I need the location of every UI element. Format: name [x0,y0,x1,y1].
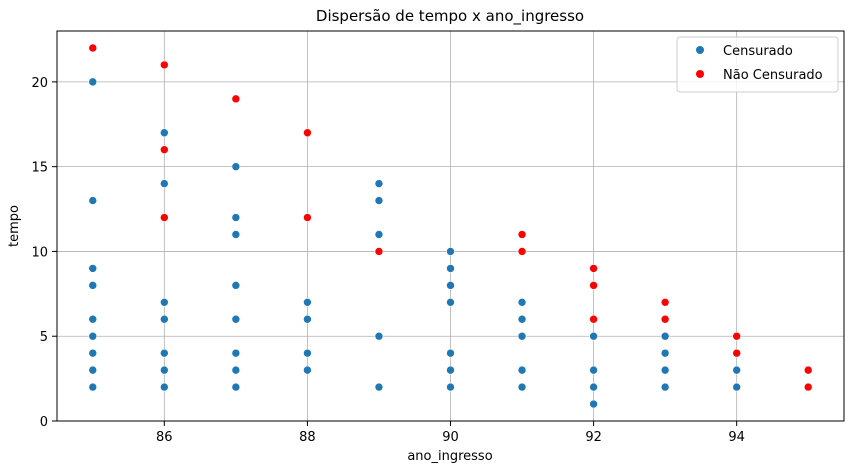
scatter-point [589,264,598,273]
scatter-point [160,145,169,154]
scatter-point [303,128,312,138]
scatter-point [732,382,741,392]
x-tick-label: 86 [156,430,173,445]
y-tick-label: 10 [31,245,48,260]
scatter-point [231,230,241,239]
scatter-point [88,331,98,341]
y-axis-label: tempo [7,205,22,247]
legend-marker-censurado [696,46,704,54]
scatter-point [160,179,169,188]
scatter-point [160,128,169,138]
y-tick-label: 0 [40,415,48,430]
scatter-point [160,298,169,307]
scatter-point [231,314,241,324]
scatter-point [374,382,384,392]
x-tick-label: 90 [442,430,459,445]
scatter-point [803,365,813,375]
x-tick-label: 88 [299,430,316,445]
scatter-point [517,382,527,392]
scatter-point [517,314,527,324]
legend-label-nao-censurado: Não Censurado [723,68,823,83]
scatter-point [374,179,384,188]
scatter-point [88,382,98,392]
scatter-point [660,348,670,358]
scatter-point [88,196,98,205]
legend-label-censurado: Censurado [723,44,793,59]
scatter-point [446,365,455,375]
scatter-point [303,213,312,222]
y-tick-label: 15 [31,161,48,176]
scatter-point [517,331,527,341]
scatter-point [303,314,312,324]
scatter-point [446,382,455,392]
scatter-point [231,365,241,375]
scatter-point [446,298,455,307]
scatter-point [589,382,598,392]
scatter-point [160,213,169,222]
scatter-point [732,365,741,375]
scatter-point [303,298,312,307]
scatter-point [231,382,241,392]
scatter-point [88,281,98,290]
scatter-point [517,298,527,307]
scatter-point [446,348,455,358]
scatter-point [160,348,169,358]
scatter-point [160,60,169,70]
scatter-point [374,196,384,205]
scatter-point [660,382,670,392]
chart-title: Dispersão de tempo x ano_ingresso [316,7,584,26]
scatter-point [88,365,98,375]
scatter-point [589,365,598,375]
scatter-point [160,365,169,375]
x-axis-ticks: 86 88 90 92 94 [156,421,745,445]
scatter-point [517,365,527,375]
scatter-point [374,230,384,239]
scatter-point [589,281,598,290]
y-tick-label: 20 [31,76,48,91]
scatter-point [660,331,670,341]
scatter-point [660,298,670,307]
scatter-point [160,314,169,324]
scatter-point [88,314,98,324]
scatter-point [732,331,741,341]
scatter-point [88,43,98,53]
scatter-point [517,230,527,239]
scatter-point [231,348,241,358]
scatter-point [446,281,455,290]
scatter-point [446,264,455,273]
x-tick-label: 94 [728,430,745,445]
scatter-point [160,382,169,392]
scatter-point [589,331,598,341]
scatter-point [589,399,598,409]
scatter-point [303,365,312,375]
scatter-point [88,77,98,87]
scatter-point [660,314,670,324]
y-tick-label: 5 [40,330,48,345]
y-axis-ticks: 0 5 10 15 20 [31,76,57,430]
x-tick-label: 92 [585,430,602,445]
legend: Censurado Não Censurado [676,36,839,93]
scatter-point [732,348,741,358]
scatter-point [446,247,455,256]
scatter-point [374,331,384,341]
scatter-point [88,348,98,358]
scatter-point [589,314,598,324]
scatter-point [803,382,813,392]
x-axis-label: ano_ingresso [407,449,492,464]
scatter-point [231,94,241,104]
scatter-point [660,365,670,375]
scatter-point [231,162,241,171]
scatter-point [231,281,241,290]
scatter-point [231,213,241,222]
legend-marker-nao-censurado [696,70,704,78]
scatter-point [517,247,527,256]
data-points [88,43,813,409]
scatter-point [374,247,384,256]
scatter-point [303,348,312,358]
scatter-point [88,264,98,273]
legend-box [676,36,839,93]
